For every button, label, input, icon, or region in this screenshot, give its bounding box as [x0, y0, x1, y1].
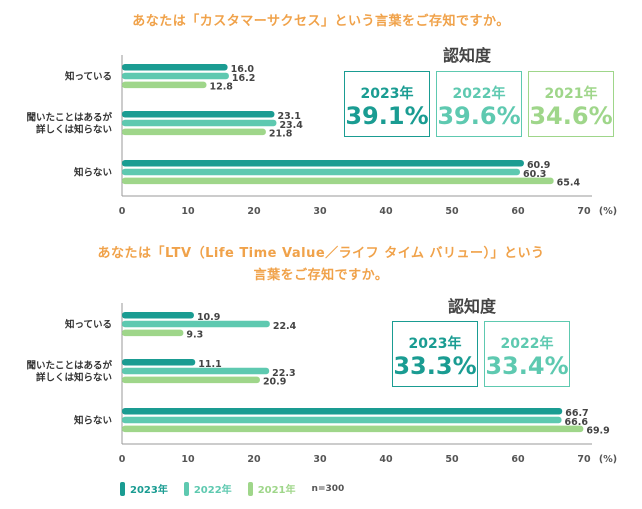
- legend-item-2021: 2021年: [247, 481, 296, 496]
- chart1-bar-0-1: [122, 72, 229, 80]
- chart1-recognition-heading: 認知度: [443, 46, 492, 65]
- chart2-bar-1-1: [122, 367, 270, 375]
- chart1-bar-label-1-0: 23.1: [277, 111, 300, 122]
- chart2-category-label-1-1: 詳しくは知らない: [36, 372, 112, 384]
- chart1-x-tick-0: 0: [119, 206, 126, 217]
- chart1-bar-label-2-1: 60.3: [523, 169, 546, 180]
- legend-swatch-2021: [247, 481, 253, 496]
- chart2-bar-1-2: [122, 376, 260, 384]
- chart1-category-label-0-0: 知っている: [64, 71, 112, 83]
- chart2-bar-0-0: [122, 312, 194, 319]
- legend-item-2022: 2022年: [183, 481, 232, 496]
- chart2-category-label-0-0: 知っている: [64, 319, 112, 331]
- chart1-recognition-box-1: 2022年 39.6%: [436, 71, 522, 137]
- chart2-x-tick-50: 50: [445, 454, 459, 465]
- chart2-bar-0-1: [122, 320, 270, 328]
- chart1-x-tick-40: 40: [379, 206, 393, 217]
- chart1-recognition-box-2: 2021年 34.6%: [528, 71, 614, 137]
- chart1-x-tick-60: 60: [511, 206, 525, 217]
- chart2-x-tick-70: 70: [577, 454, 591, 465]
- legend-item-2023: 2023年: [120, 481, 168, 496]
- chart2-bar-1-0: [122, 359, 196, 366]
- chart1-x-tick-30: 30: [313, 206, 327, 217]
- chart1-bar-2-0: [122, 160, 524, 167]
- chart1-bar-1-0: [122, 111, 275, 118]
- chart1-x-tick-10: 10: [181, 206, 195, 217]
- chart2-bar-label-2-0: 66.7: [565, 408, 588, 419]
- chart2-bar-label-1-0: 11.1: [198, 359, 221, 370]
- chart1-recognition-year-2: 2021年: [544, 86, 598, 102]
- chart2-x-tick-10: 10: [181, 454, 195, 465]
- legend-label-2023: 2023年: [130, 485, 168, 496]
- chart2-bar-label-0-1: 22.4: [273, 321, 297, 332]
- legend-label-2022: 2022年: [193, 485, 232, 496]
- chart2-bar-0-2: [122, 329, 184, 337]
- chart2-bar-2-0: [122, 408, 563, 415]
- chart2-x-tick-0: 0: [119, 454, 126, 465]
- chart1-bar-label-1-2: 21.8: [269, 129, 293, 140]
- chart1-recognition-year-0: 2023年: [360, 86, 414, 102]
- chart2-x-tick-30: 30: [313, 454, 327, 465]
- chart1-bar-label-2-2: 65.4: [557, 178, 581, 189]
- chart2-recognition-box-1: 2022年 33.4%: [484, 321, 570, 387]
- chart2-bar-2-2: [122, 425, 584, 433]
- chart2-bar-label-2-1: 66.6: [565, 417, 589, 428]
- chart1-x-tick-50: 50: [445, 206, 459, 217]
- chart1-category-label-1-1: 詳しくは知らない: [36, 124, 112, 136]
- chart2-x-unit: (%): [599, 454, 617, 465]
- chart1-bar-label-0-2: 12.8: [209, 82, 233, 93]
- chart1-recognition-value-0: 39.1%: [345, 102, 429, 130]
- chart2-bar-label-1-2: 20.9: [263, 377, 286, 388]
- chart1-bar-2-2: [122, 177, 554, 185]
- chart2-category-label-1-0: 聞いたことはあるが: [26, 360, 112, 372]
- chart1-bar-label-0-0: 16.0: [231, 64, 255, 75]
- chart2-x-tick-40: 40: [379, 454, 393, 465]
- chart2-recognition-heading: 認知度: [448, 297, 497, 316]
- legend-label-2021: 2021年: [257, 485, 296, 496]
- chart2-svg: 0 10 20 30 40 50 60 70 (%) 知っている 10.9 22.4 9.3 聞いたことは…: [26, 303, 617, 465]
- chart1-x-tick-20: 20: [247, 206, 261, 217]
- chart2-x-tick-60: 60: [511, 454, 525, 465]
- chart2-bar-2-1: [122, 416, 562, 424]
- chart1-recognition-box-0: 2023年 39.1%: [344, 71, 430, 137]
- chart1-recognition-year-1: 2022年: [452, 86, 506, 102]
- chart2-recognition-value-0: 33.3%: [393, 352, 477, 380]
- legend-swatch-2022: [183, 481, 189, 496]
- chart1-category-label-2-0: 知らない: [73, 167, 112, 179]
- chart1-bar-0-2: [122, 81, 207, 89]
- chart1-bar-0-0: [122, 64, 228, 71]
- chart2-title-line2: 言葉をご存知ですか。: [253, 268, 389, 283]
- chart1-bar-1-2: [122, 128, 266, 136]
- chart2-bar-label-1-1: 22.3: [272, 368, 295, 379]
- legend: 2023年 2022年 2021年 n=300: [120, 481, 344, 496]
- chart1-bar-label-1-1: 23.4: [279, 120, 303, 131]
- chart2-category-label-2-0: 知らない: [73, 415, 112, 427]
- chart2-bar-label-0-0: 10.9: [197, 312, 220, 323]
- chart1-x-unit: (%): [599, 206, 617, 217]
- chart1-recognition-value-2: 34.6%: [529, 102, 613, 130]
- chart1-title: あなたは「カスタマーサクセス」という言葉をご存知ですか。: [132, 14, 510, 29]
- chart2-bar-label-2-2: 69.9: [586, 426, 609, 437]
- chart1-recognition-value-1: 39.6%: [437, 102, 521, 130]
- legend-swatch-2023: [120, 481, 125, 496]
- chart2-bar-label-0-2: 9.3: [186, 330, 203, 341]
- chart2-title-line1: あなたは「LTV（Life Time Value／ライフ タイム バリュー）」と…: [97, 246, 545, 261]
- chart2-x-tick-20: 20: [247, 454, 261, 465]
- chart1-x-tick-70: 70: [577, 206, 591, 217]
- chart1-bar-label-2-0: 60.9: [527, 160, 550, 171]
- chart2-recognition-value-1: 33.4%: [485, 352, 569, 380]
- chart1-svg: 0 10 20 30 40 50 60 70 (%) 知っている 16.016.212.8 聞いたこと…: [26, 55, 617, 217]
- chart2-recognition-year-0: 2023年: [408, 336, 462, 352]
- sample-size: n=300: [311, 483, 345, 494]
- chart1-bar-label-0-1: 16.2: [232, 73, 255, 84]
- chart2-recognition-box-0: 2023年 33.3%: [392, 321, 478, 387]
- chart1-bar-2-1: [122, 168, 520, 176]
- chart2-recognition-year-1: 2022年: [500, 336, 554, 352]
- chart1-bar-1-1: [122, 119, 277, 127]
- chart1-category-label-1-0: 聞いたことはあるが: [26, 112, 112, 124]
